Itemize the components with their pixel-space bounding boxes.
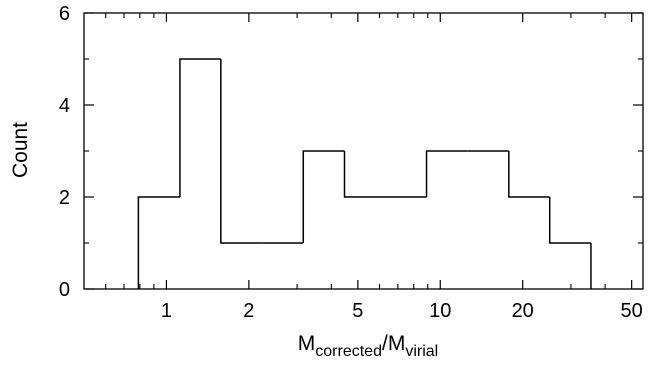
x-axis-label-main-a: M bbox=[298, 332, 316, 355]
x-tick-label: 20 bbox=[512, 300, 534, 322]
histogram-bin-5 bbox=[302, 150, 345, 243]
x-tick-label: 50 bbox=[621, 300, 643, 322]
x-tick-label: 10 bbox=[429, 300, 451, 322]
x-axis-label-sub-a: corrected bbox=[315, 343, 382, 360]
plot-frame bbox=[83, 12, 644, 290]
x-axis-label-separator: / bbox=[382, 332, 388, 355]
x-tick-label: 5 bbox=[352, 300, 363, 322]
histogram-bin-11 bbox=[548, 197, 591, 244]
plot-layer bbox=[137, 58, 592, 289]
y-tick-label: 4 bbox=[59, 95, 70, 117]
x-axis-label: Mcorrected/Mvirial bbox=[298, 332, 438, 360]
x-tick-label: 1 bbox=[161, 300, 172, 322]
x-tick-label: 2 bbox=[243, 300, 254, 322]
histogram-bin-3 bbox=[220, 59, 263, 244]
x-axis-label-main-b: M bbox=[388, 332, 406, 355]
axis-layer: 1 2 5 10 20 50 0 2 4 6 bbox=[59, 3, 644, 322]
histogram-bin-6 bbox=[343, 151, 386, 198]
y-tick-label: 2 bbox=[59, 187, 70, 209]
histogram-bin-10 bbox=[508, 151, 550, 198]
y-axis-label: Count bbox=[9, 122, 32, 178]
x-axis-label-sub-b: virial bbox=[405, 343, 438, 360]
histogram-bin-2 bbox=[179, 58, 221, 197]
y-tick-label: 0 bbox=[59, 279, 70, 301]
y-tick-label: 6 bbox=[59, 3, 70, 25]
histogram-bin-8 bbox=[425, 150, 468, 197]
histogram-bin-1 bbox=[137, 196, 180, 289]
